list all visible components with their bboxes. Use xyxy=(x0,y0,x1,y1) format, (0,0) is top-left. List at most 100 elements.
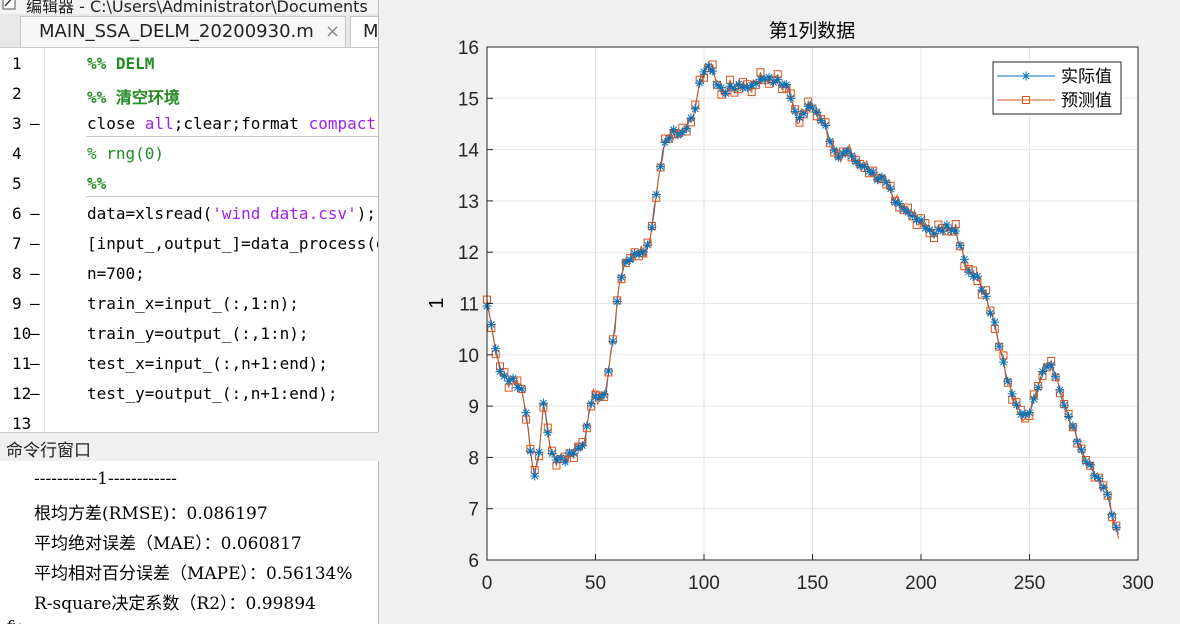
actual-point xyxy=(894,199,904,209)
code-text: close all;clear;format compact xyxy=(87,114,376,133)
actual-point-stroke xyxy=(769,78,777,86)
actual-point xyxy=(860,162,870,172)
actual-point xyxy=(508,373,518,383)
code-line[interactable]: 3 — close all;clear;format compact xyxy=(0,108,378,138)
command-window[interactable]: -----------1------------ 根均方差(RMSE)：0.08… xyxy=(0,461,379,624)
actual-point-stroke xyxy=(1008,390,1016,398)
actual-point-stroke xyxy=(774,76,782,84)
actual-point-stroke xyxy=(908,212,916,220)
code-text: %% 清空环境 xyxy=(87,84,180,108)
actual-point xyxy=(504,376,514,386)
code-line[interactable]: 2 %% 清空环境 xyxy=(0,78,378,108)
actual-point xyxy=(560,457,570,467)
actual-point-stroke xyxy=(639,248,647,256)
code-line[interactable]: 12— test_y=output_(:,n+1:end); xyxy=(0,378,378,408)
actual-point-stroke xyxy=(900,205,908,213)
actual-point-stroke xyxy=(895,200,903,208)
code-text: [input_,output_]=data_process(data, xyxy=(87,234,378,253)
breakpoint-marker[interactable]: — xyxy=(30,234,40,253)
actual-point xyxy=(586,399,596,409)
actual-point-stroke xyxy=(982,292,990,300)
breakpoint-marker[interactable]: — xyxy=(30,264,40,283)
actual-point-stroke xyxy=(800,110,808,118)
actual-point-stroke xyxy=(934,226,942,234)
actual-point xyxy=(1051,372,1061,382)
actual-point xyxy=(599,390,609,400)
actual-point-stroke xyxy=(765,73,773,81)
breakpoint-marker[interactable]: — xyxy=(30,354,40,373)
actual-point xyxy=(491,344,501,354)
actual-point xyxy=(790,106,800,116)
actual-point xyxy=(764,72,774,82)
actual-point-stroke xyxy=(830,146,838,154)
actual-point-stroke xyxy=(713,81,721,89)
actual-point xyxy=(669,125,679,135)
code-line[interactable]: 1 %% DELM xyxy=(0,48,378,78)
section-divider xyxy=(86,196,378,197)
actual-point-stroke xyxy=(1082,458,1090,466)
actual-point-stroke xyxy=(1012,401,1020,409)
code-line[interactable]: 9 — train_x=input_(:,1:n); xyxy=(0,288,378,318)
actual-point-stroke xyxy=(973,272,981,280)
close-icon[interactable]: × xyxy=(325,21,341,42)
actual-point xyxy=(617,272,627,282)
breakpoint-marker[interactable]: — xyxy=(30,324,40,343)
actual-point-stroke xyxy=(1060,401,1068,409)
breakpoint-marker[interactable]: — xyxy=(30,204,40,223)
actual-point xyxy=(699,67,709,77)
actual-point xyxy=(1085,460,1095,470)
actual-point xyxy=(955,241,965,251)
actual-point-stroke xyxy=(722,90,730,98)
actual-point-stroke xyxy=(826,137,834,145)
line-number: 9 xyxy=(12,294,22,313)
actual-point-stroke xyxy=(544,429,552,437)
breakpoint-marker[interactable]: — xyxy=(30,384,40,403)
code-line[interactable]: 13 xyxy=(0,408,378,432)
actual-point-stroke xyxy=(817,117,825,125)
code-line[interactable]: 10— train_y=output_(:,1:n); xyxy=(0,318,378,348)
actual-point xyxy=(547,448,557,458)
tab-second-file[interactable]: M xyxy=(350,16,378,47)
legend-label-actual: 实际值 xyxy=(1061,67,1112,86)
actual-point-stroke xyxy=(509,374,517,382)
actual-point xyxy=(577,441,587,451)
tab-main-ssa-delm[interactable]: MAIN_SSA_DELM_20200930.m × xyxy=(20,16,346,47)
actual-point xyxy=(660,138,670,148)
command-prompt-icon: fx xyxy=(6,617,21,624)
tab-label: MAIN_SSA_DELM_20200930.m xyxy=(39,21,314,42)
actual-point xyxy=(768,77,778,87)
code-line[interactable]: 11— test_x=input_(:,n+1:end); xyxy=(0,348,378,378)
actual-point-stroke xyxy=(1104,490,1112,498)
command-window-header: 命令行窗口 xyxy=(0,432,378,462)
code-token: data=xlsread( xyxy=(87,204,213,223)
x-tick-label: 150 xyxy=(797,573,829,594)
breakpoint-marker[interactable]: — xyxy=(30,114,40,133)
y-tick-label: 8 xyxy=(468,448,479,469)
actual-point-stroke xyxy=(822,121,830,129)
code-editor[interactable]: 1 %% DELM 2 %% 清空环境 3 — close all;clear;format… xyxy=(0,48,378,432)
y-tick-label: 6 xyxy=(468,551,479,572)
actual-point xyxy=(799,109,809,119)
code-line[interactable]: 8 — n=700; xyxy=(0,258,378,288)
actual-point xyxy=(708,66,718,76)
command-output-line: R-square决定系数（R2）：0.99894 xyxy=(34,594,316,614)
actual-point xyxy=(582,421,592,431)
actual-point xyxy=(886,184,896,194)
actual-point xyxy=(959,254,969,264)
actual-point xyxy=(569,448,579,458)
y-tick-label: 7 xyxy=(468,500,479,521)
code-line[interactable]: 6 — data=xlsread('wind data.csv'); xyxy=(0,198,378,228)
actual-point-stroke xyxy=(618,273,626,281)
editor-icon xyxy=(2,0,16,10)
command-output-line: 根均方差(RMSE)：0.086197 xyxy=(34,504,268,524)
actual-point xyxy=(786,93,796,103)
code-line[interactable]: 4 % rng(0) xyxy=(0,138,378,168)
line-number: 10 xyxy=(12,324,32,343)
code-line[interactable]: 7 — [input_,output_]=data_process(data, xyxy=(0,228,378,258)
actual-point-stroke xyxy=(808,104,817,112)
breakpoint-marker[interactable]: — xyxy=(30,294,40,313)
series-group xyxy=(482,60,1121,540)
actual-point xyxy=(773,75,783,85)
actual-point-stroke xyxy=(804,102,812,110)
code-line[interactable]: 5%% xyxy=(0,168,378,198)
